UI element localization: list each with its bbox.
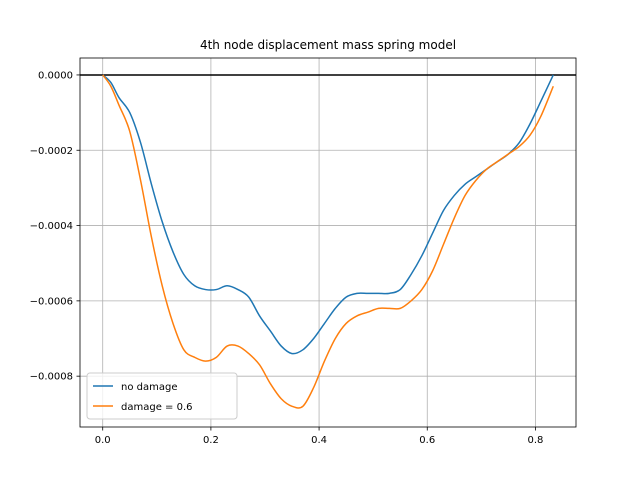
y-tick-label: 0.0000 — [38, 70, 73, 81]
legend-box — [86, 372, 238, 420]
y-tick-label: −0.0002 — [30, 146, 73, 157]
x-tick-label: 0.2 — [203, 435, 219, 446]
x-tick-label: 0.6 — [419, 435, 435, 446]
x-tick-label: 0.4 — [311, 435, 327, 446]
series-line-2 — [102, 74, 554, 409]
legend-label-1: no damage — [121, 382, 177, 393]
x-tick-label: 0.0 — [95, 435, 111, 446]
y-tick-label: −0.0004 — [30, 221, 73, 232]
series-line-1 — [102, 74, 554, 355]
legend-label-2: damage = 0.6 — [121, 402, 192, 413]
axes-frame — [79, 57, 577, 428]
y-tick-label: −0.0008 — [30, 372, 73, 383]
x-tick-label: 0.8 — [527, 435, 543, 446]
plot-area: 0.0 0.2 0.4 0.6 0.8 0.0000 −0.0002 −0.0004 −0.00… — [30, 57, 577, 446]
chart-title: 4th node displacement mass spring model — [200, 38, 456, 52]
y-tick-label: −0.0006 — [30, 296, 73, 307]
